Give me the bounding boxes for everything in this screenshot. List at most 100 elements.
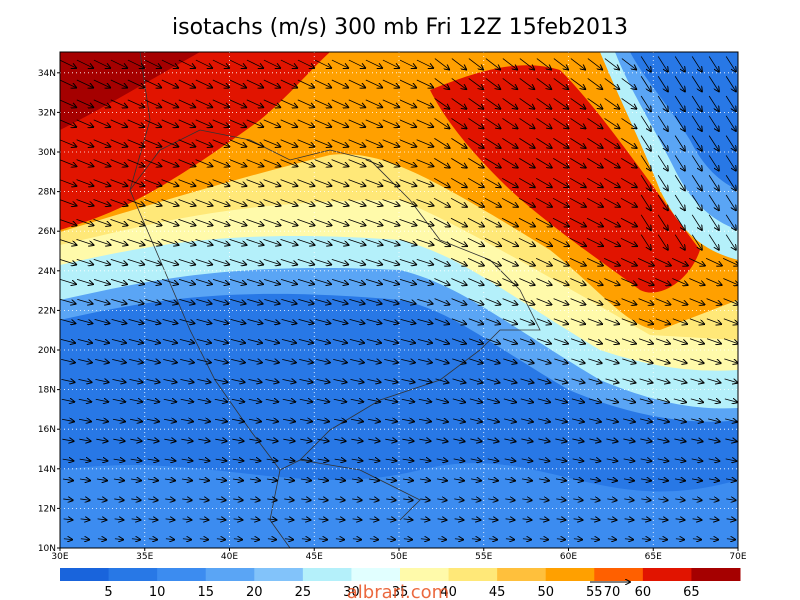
- wind-vector: [675, 519, 685, 520]
- wind-vector: [365, 119, 383, 127]
- wind-vector: [249, 459, 261, 461]
- wind-vector: [129, 379, 142, 382]
- wind-vector: [674, 459, 686, 461]
- wind-vector: [674, 214, 685, 230]
- wind-vector: [384, 379, 397, 382]
- wind-vector: [708, 234, 719, 250]
- wind-vector: [416, 199, 434, 206]
- wind-vector: [403, 519, 413, 520]
- wind-vector: [452, 379, 466, 383]
- wind-vector: [94, 299, 109, 303]
- wind-vector: [536, 78, 552, 89]
- wind-vector: [349, 299, 364, 303]
- wind-vector: [78, 399, 91, 402]
- wind-vector: [229, 139, 247, 147]
- wind-vector: [250, 499, 259, 500]
- wind-vector: [350, 399, 363, 402]
- wind-vector: [163, 419, 176, 421]
- colorbar-label: 50: [537, 585, 554, 600]
- wind-vector: [521, 439, 532, 442]
- isotach-field: [60, 52, 738, 548]
- wind-vector: [569, 217, 586, 226]
- wind-vector: [589, 439, 600, 442]
- wind-vector: [657, 95, 668, 111]
- wind-vector: [725, 76, 736, 91]
- wind-vector: [178, 279, 195, 284]
- wind-vector: [146, 359, 160, 362]
- lat-label: 22N: [38, 306, 56, 316]
- wind-vector: [280, 179, 298, 186]
- wind-vector: [487, 439, 498, 442]
- wind-vector: [674, 175, 685, 190]
- wind-vector: [603, 237, 620, 246]
- wind-vector: [161, 219, 179, 225]
- wind-vector: [434, 298, 450, 305]
- wind-vector: [553, 318, 568, 324]
- wind-vector: [468, 318, 483, 324]
- wind-vector: [384, 399, 397, 402]
- lat-label: 12N: [38, 504, 56, 514]
- wind-vector: [212, 159, 230, 167]
- wind-vector: [246, 179, 264, 186]
- wind-vector: [570, 278, 585, 286]
- wind-vector: [246, 219, 264, 225]
- wind-vector: [282, 399, 295, 402]
- wind-vector: [195, 99, 212, 107]
- wind-vector: [297, 199, 315, 206]
- wind-vector: [708, 76, 719, 91]
- wind-vector: [589, 459, 601, 461]
- wind-vector: [212, 79, 229, 88]
- wind-vector: [265, 379, 278, 382]
- wind-vectors: [60, 56, 738, 540]
- wind-vector: [691, 56, 702, 71]
- wind-vector: [451, 118, 467, 128]
- wind-vector: [537, 358, 550, 363]
- wind-vector: [97, 539, 106, 540]
- wind-vector: [178, 238, 196, 245]
- wind-vector: [707, 399, 720, 402]
- colorbar: 5 10 15 20 25 30 35 40 45 50 55 60 65: [60, 568, 741, 600]
- wind-vector: [621, 78, 637, 89]
- wind-vector: [590, 499, 599, 500]
- wind-vector: [348, 179, 366, 186]
- wind-vector: [110, 199, 128, 206]
- wind-vector: [350, 379, 363, 382]
- wind-vector: [181, 459, 193, 461]
- wind-vector: [522, 519, 532, 520]
- wind-vector: [484, 177, 501, 187]
- wind-vector: [161, 159, 179, 167]
- lat-label: 28N: [38, 188, 56, 198]
- wind-vector: [331, 99, 348, 107]
- wind-vector: [536, 58, 551, 70]
- wind-vector: [144, 79, 161, 88]
- wind-vector: [674, 439, 685, 442]
- wind-vector: [263, 119, 281, 127]
- wind-vector: [603, 197, 620, 207]
- wind-vector: [723, 278, 738, 286]
- wind-vector: [264, 299, 279, 303]
- wind-vector: [195, 79, 212, 88]
- lat-label: 20N: [38, 346, 56, 356]
- wind-vector: [213, 339, 228, 343]
- wind-vector: [553, 258, 569, 265]
- wind-vector: [214, 359, 228, 362]
- wind-vector: [692, 519, 702, 520]
- wind-vector: [606, 479, 617, 481]
- wind-vector: [129, 359, 143, 362]
- wind-vector: [96, 479, 107, 481]
- wind-vector: [434, 138, 449, 148]
- wind-vector: [266, 459, 278, 461]
- wind-vector: [280, 59, 297, 68]
- wind-vector: [129, 399, 142, 402]
- wind-vector: [657, 56, 668, 71]
- wind-vector: [470, 459, 482, 461]
- wind-vector: [385, 459, 397, 461]
- wind-vector: [552, 177, 569, 187]
- wind-vector: [233, 519, 243, 520]
- wind-vector: [536, 318, 551, 324]
- wind-vector: [587, 278, 602, 286]
- wind-vector: [435, 399, 448, 402]
- wind-vector: [586, 237, 603, 246]
- wind-vector: [229, 99, 246, 107]
- wind-vector: [504, 459, 516, 461]
